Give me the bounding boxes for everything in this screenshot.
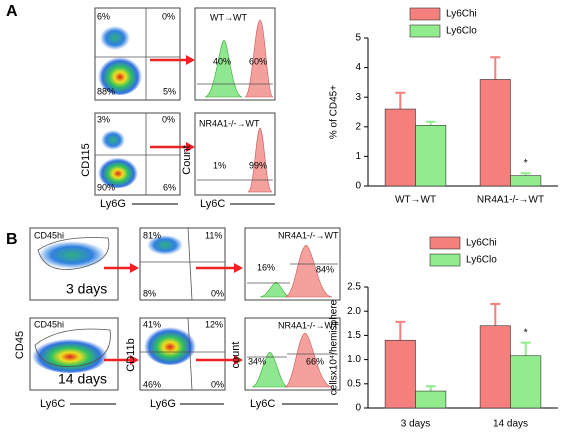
x-tick-label: WT→WT [395,195,436,206]
x-tick-label: 3 days [401,419,430,430]
y-tick-label: 2 [355,121,361,132]
hist-title: NR4A1-/-→WT [278,320,339,330]
axis-label: Count [181,145,193,174]
gate-pct: 46% [143,379,161,389]
x-tick-label: 14 days [493,419,528,430]
legend-label: Ly6Clo [446,26,477,37]
hist-title: NR4A1-/-→WT [278,230,339,240]
legend-label: Ly6Clo [466,255,497,266]
bar [479,79,511,187]
y-tick-label: 2.0 [347,306,361,317]
gate-pct: 84% [316,264,334,274]
y-axis-label: % of CD45+ [329,85,340,139]
gate-pct: 0% [162,114,175,124]
density [98,55,142,95]
panel-label: A [6,3,18,20]
y-tick-label: 0 [355,181,361,192]
bar [384,108,416,187]
legend-label: Ly6Chi [446,9,477,20]
gate-pct: 90% [97,182,115,192]
days: 14 days [58,371,107,387]
hist-title: WT→WT [210,12,247,22]
panel-label: B [6,231,18,248]
bar [510,355,542,409]
y-tick-label: 1 [355,151,361,162]
y-axis-label: cellsx10⁴/hemisphere [329,299,340,395]
gate-pct: 40% [213,56,231,66]
legend-label: Ly6Chi [466,238,497,249]
y-tick-label: 5 [355,33,361,44]
gate-pct: 34% [248,356,266,366]
axis-label: Ly6C [200,198,225,210]
bar [384,339,416,409]
gate-pct: 6% [163,182,176,192]
gate-name: CD45hi [34,230,64,240]
x-tick-label: NR4A1-/-→WT [477,195,544,206]
bar [479,325,511,409]
density [100,26,130,50]
gate-pct: 0% [162,11,175,21]
axis-label: CD11b [125,338,137,371]
y-tick-label: 4 [355,62,361,73]
legend-swatch [409,24,441,38]
axis-label: CD45 [14,331,26,359]
gate-pct: 41% [143,319,161,329]
gate-pct: 81% [143,230,161,240]
axis-label: Ly6G [100,198,126,210]
gate-pct: 16% [257,262,275,272]
legend-swatch [409,7,441,21]
legend-swatch [429,253,461,267]
axis-label: Ly6G [150,398,176,410]
gate-pct: 12% [205,319,223,329]
gate-pct: 0% [211,288,224,298]
flow-panel-b: CD45hi 3 days CD45hi 14 days 81% 11% 8% … [14,227,341,410]
axis-label: CD115 [80,143,92,176]
y-tick-label: 1.5 [347,330,361,341]
bar [510,175,542,187]
gate-pct: 8% [143,288,156,298]
y-tick-label: 3 [355,92,361,103]
gate-pct: 88% [97,86,115,96]
days: 3 days [66,281,107,297]
gate-pct: 99% [249,160,267,170]
y-tick-label: 0 [355,403,361,414]
gate-pct: 3% [97,114,110,124]
legend-swatch [429,236,461,250]
bar [415,125,447,187]
axis-label: count [230,342,242,369]
density [98,156,138,188]
flow-panel-a: 6% 0% 88% 5% WT→WT 40% 60% 3% 0% 90% 6% … [80,7,276,210]
gate-pct: 6% [97,11,110,21]
hist-title: NR4A1-/-→WT [199,118,260,128]
gate-pct: 60% [249,56,267,66]
y-tick-label: 0.5 [347,378,361,389]
significance: * [524,158,528,169]
bar [415,390,447,409]
axis-label: Ly6C [250,398,275,410]
axis-label: Ly6C [40,398,65,410]
gate-pct: 0% [211,379,224,389]
gate-name: CD45hi [34,319,64,329]
y-tick-label: 1.0 [347,354,361,365]
gate-pct: 66% [306,356,324,366]
significance: * [524,327,528,338]
density [101,130,125,150]
gate-pct: 1% [213,160,226,170]
gate-pct: 11% [205,230,222,240]
gate-pct: 5% [163,86,176,96]
y-tick-label: 2.5 [347,282,361,293]
